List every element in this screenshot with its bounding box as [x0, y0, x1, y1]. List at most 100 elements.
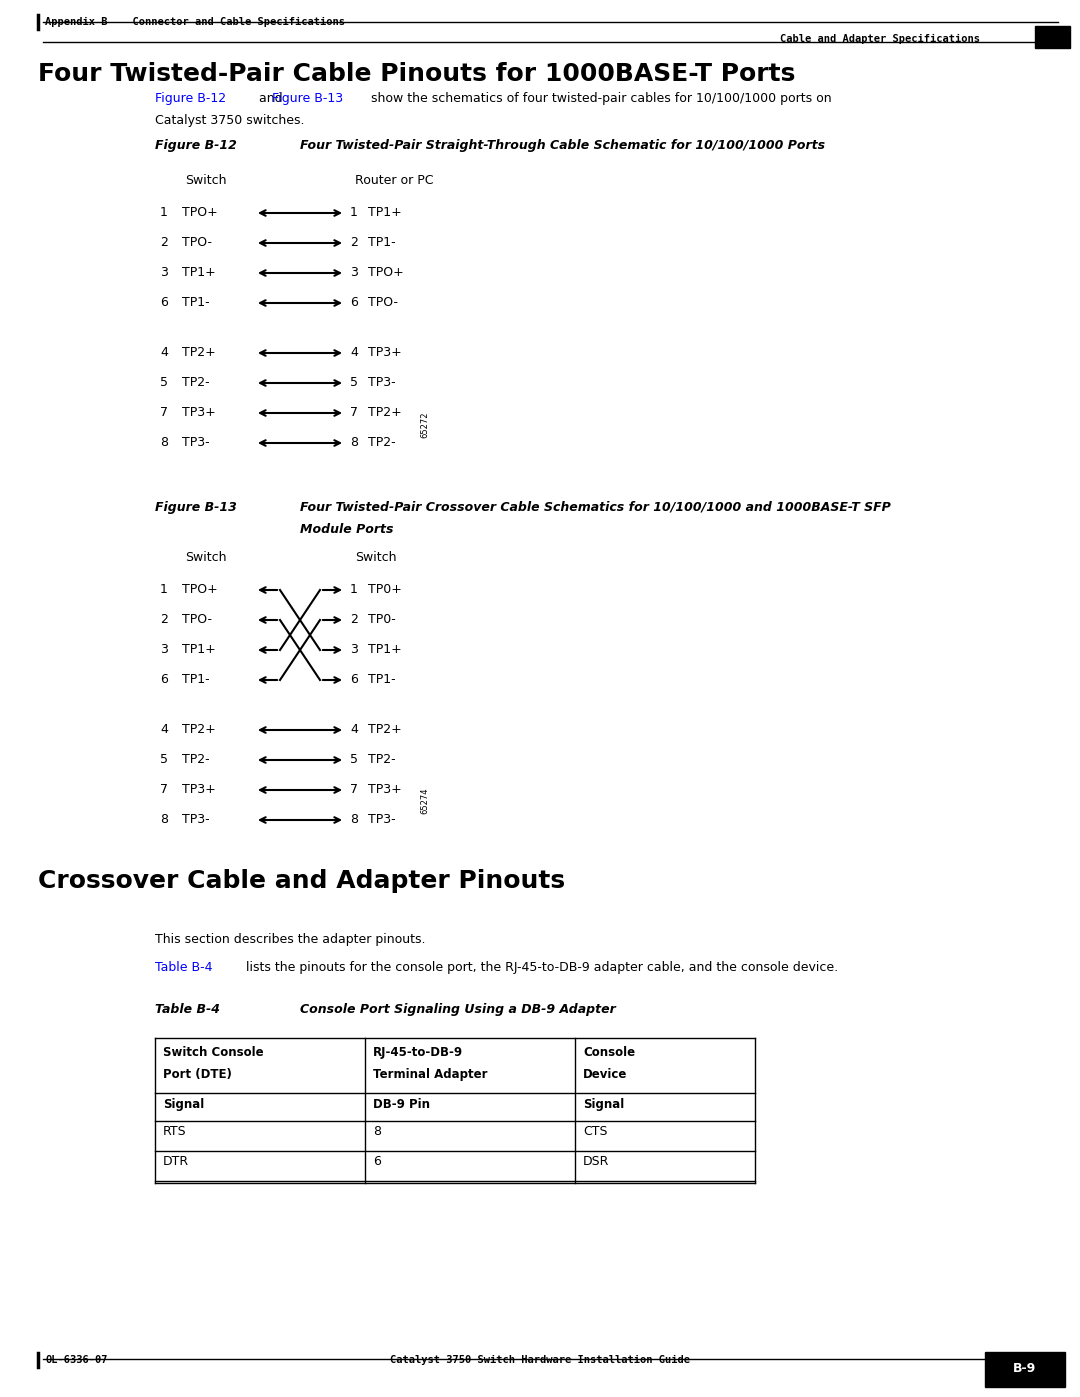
Text: Switch Console: Switch Console	[163, 1046, 264, 1059]
Text: 6: 6	[373, 1155, 381, 1168]
Text: 65272: 65272	[420, 411, 430, 437]
Text: Figure B-13: Figure B-13	[156, 502, 237, 514]
Text: TP2-: TP2-	[368, 753, 395, 766]
Text: TPO+: TPO+	[368, 265, 404, 279]
Text: and: and	[255, 92, 286, 105]
Text: TP1-: TP1-	[368, 673, 395, 686]
Text: Figure B-12: Figure B-12	[156, 138, 237, 152]
Text: 8: 8	[350, 813, 357, 826]
Text: 7: 7	[350, 407, 357, 419]
Text: 1: 1	[160, 583, 167, 597]
Text: TP3-: TP3-	[183, 436, 210, 448]
FancyBboxPatch shape	[1035, 27, 1070, 47]
Text: TPO+: TPO+	[183, 205, 218, 219]
Text: 8: 8	[160, 813, 168, 826]
Text: TP1-: TP1-	[183, 296, 210, 309]
Text: DB-9 Pin: DB-9 Pin	[373, 1098, 430, 1111]
Text: 2: 2	[160, 613, 167, 626]
Text: TP2+: TP2+	[183, 346, 216, 359]
Text: 7: 7	[350, 782, 357, 796]
Text: 1: 1	[350, 583, 357, 597]
Text: Console Port Signaling Using a DB-9 Adapter: Console Port Signaling Using a DB-9 Adap…	[300, 1003, 616, 1016]
Text: Four Twisted-Pair Crossover Cable Schematics for 10/100/1000 and 1000BASE-T SFP: Four Twisted-Pair Crossover Cable Schema…	[300, 502, 891, 514]
Text: 2: 2	[350, 613, 357, 626]
Text: RTS: RTS	[163, 1125, 187, 1139]
Text: TP3-: TP3-	[368, 376, 395, 388]
Text: 2: 2	[350, 236, 357, 249]
Text: 8: 8	[160, 436, 168, 448]
Text: 4: 4	[160, 724, 167, 736]
Text: TPO-: TPO-	[183, 613, 212, 626]
Text: 65274: 65274	[420, 788, 430, 814]
Text: TP2-: TP2-	[183, 376, 210, 388]
Text: Catalyst 3750 Switch Hardware Installation Guide: Catalyst 3750 Switch Hardware Installati…	[390, 1355, 690, 1365]
Text: 1: 1	[350, 205, 357, 219]
FancyBboxPatch shape	[985, 1352, 1065, 1387]
Text: 3: 3	[350, 265, 357, 279]
Text: Table B-4: Table B-4	[156, 1003, 220, 1016]
Text: 3: 3	[160, 265, 167, 279]
Text: CTS: CTS	[583, 1125, 607, 1139]
Text: TP1+: TP1+	[183, 643, 216, 657]
Text: Four Twisted-Pair Straight-Through Cable Schematic for 10/100/1000 Ports: Four Twisted-Pair Straight-Through Cable…	[300, 138, 825, 152]
Text: 4: 4	[350, 346, 357, 359]
Text: 8: 8	[350, 436, 357, 448]
Text: DTR: DTR	[163, 1155, 189, 1168]
Text: show the schematics of four twisted-pair cables for 10/100/1000 ports on: show the schematics of four twisted-pair…	[372, 92, 832, 105]
Text: Crossover Cable and Adapter Pinouts: Crossover Cable and Adapter Pinouts	[38, 869, 565, 893]
Text: 7: 7	[160, 407, 168, 419]
Text: TP1+: TP1+	[368, 205, 402, 219]
Text: 5: 5	[160, 753, 168, 766]
Text: TP2-: TP2-	[183, 753, 210, 766]
Text: Four Twisted-Pair Cable Pinouts for 1000BASE-T Ports: Four Twisted-Pair Cable Pinouts for 1000…	[38, 61, 795, 87]
Text: TP3+: TP3+	[368, 346, 402, 359]
Text: TP1+: TP1+	[183, 265, 216, 279]
Text: 5: 5	[160, 376, 168, 388]
Text: Module Ports: Module Ports	[300, 522, 393, 536]
Text: 6: 6	[160, 673, 167, 686]
Text: TP3+: TP3+	[183, 407, 216, 419]
Text: 3: 3	[160, 643, 167, 657]
Text: TP1-: TP1-	[368, 236, 395, 249]
Text: TPO+: TPO+	[183, 583, 218, 597]
Text: B-9: B-9	[1013, 1362, 1037, 1376]
Text: Signal: Signal	[163, 1098, 204, 1111]
Text: Switch: Switch	[185, 175, 227, 187]
Text: 6: 6	[350, 673, 357, 686]
Text: Figure B-12: Figure B-12	[156, 92, 226, 105]
Text: 7: 7	[160, 782, 168, 796]
Text: TPO-: TPO-	[368, 296, 399, 309]
Text: TP3-: TP3-	[368, 813, 395, 826]
Text: Console: Console	[583, 1046, 635, 1059]
Text: Device: Device	[583, 1067, 627, 1081]
Text: TP1+: TP1+	[368, 643, 402, 657]
Text: 4: 4	[160, 346, 167, 359]
Text: lists the pinouts for the console port, the RJ-45-to-DB-9 adapter cable, and the: lists the pinouts for the console port, …	[242, 961, 838, 974]
Text: Router or PC: Router or PC	[355, 175, 433, 187]
Text: TP3+: TP3+	[368, 782, 402, 796]
Text: Cable and Adapter Specifications: Cable and Adapter Specifications	[780, 34, 980, 45]
Text: 3: 3	[350, 643, 357, 657]
Text: TP2+: TP2+	[183, 724, 216, 736]
Text: 1: 1	[160, 205, 167, 219]
Text: RJ-45-to-DB-9: RJ-45-to-DB-9	[373, 1046, 463, 1059]
Text: 6: 6	[160, 296, 167, 309]
Text: TP2+: TP2+	[368, 724, 402, 736]
Text: TP1-: TP1-	[183, 673, 210, 686]
Text: 5: 5	[350, 376, 357, 388]
Text: TP3+: TP3+	[183, 782, 216, 796]
Text: TPO-: TPO-	[183, 236, 212, 249]
Text: Figure B-13: Figure B-13	[272, 92, 343, 105]
Text: TP0+: TP0+	[368, 583, 402, 597]
Text: TP2-: TP2-	[368, 436, 395, 448]
Text: Terminal Adapter: Terminal Adapter	[373, 1067, 487, 1081]
Text: Table B-4: Table B-4	[156, 961, 213, 974]
Text: 6: 6	[350, 296, 357, 309]
Text: TP0-: TP0-	[368, 613, 395, 626]
Text: TP3-: TP3-	[183, 813, 210, 826]
Text: This section describes the adapter pinouts.: This section describes the adapter pinou…	[156, 933, 426, 946]
Text: 5: 5	[350, 753, 357, 766]
Text: DSR: DSR	[583, 1155, 609, 1168]
Text: Port (DTE): Port (DTE)	[163, 1067, 232, 1081]
Text: 2: 2	[160, 236, 167, 249]
